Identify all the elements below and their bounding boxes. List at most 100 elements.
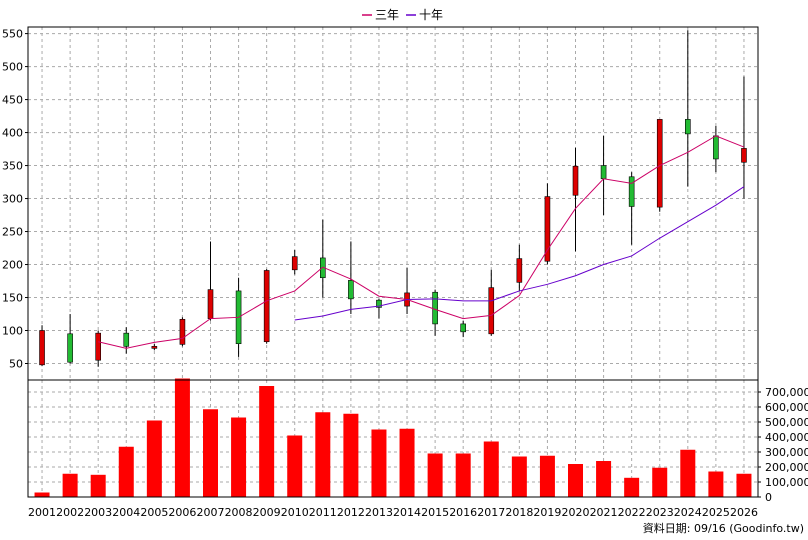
candle-body	[151, 346, 158, 349]
volume-axis: 0 100,000 200,000 300,000 400,000 500,000 600,…	[758, 386, 808, 504]
candle-body	[713, 135, 719, 160]
candle-body	[488, 287, 495, 335]
x-tick-label: 2003	[84, 506, 112, 519]
volume-bar	[624, 477, 640, 497]
volume-bar	[287, 435, 303, 497]
volume-tick-label: 300,000	[765, 446, 808, 459]
candle-body	[432, 291, 438, 325]
volume-bar	[62, 473, 78, 497]
x-tick-label: 2017	[477, 506, 505, 519]
x-tick-label: 2025	[702, 506, 730, 519]
volume-bar	[568, 464, 583, 497]
volume-tick-label: 0	[765, 491, 772, 504]
volume-bar	[231, 417, 247, 497]
x-tick-label: 2019	[533, 506, 561, 519]
candle-body	[460, 323, 466, 333]
volume-panel-frame	[27, 379, 759, 498]
volume-bar	[90, 474, 106, 497]
x-tick-label: 2004	[112, 506, 140, 519]
volume-bar	[736, 473, 752, 497]
candle-body	[516, 258, 523, 283]
price-tick-label: 550	[2, 28, 23, 41]
volume-bars	[34, 378, 752, 497]
volume-bar	[539, 455, 555, 497]
x-tick-label: 2007	[197, 506, 225, 519]
volume-bar	[427, 453, 443, 497]
candle-body	[600, 165, 607, 180]
candle-body	[685, 119, 691, 135]
x-tick-label: 2005	[140, 506, 168, 519]
candle-body	[348, 280, 354, 300]
legend-label-10y: 十年	[419, 8, 443, 22]
legend-label-3y: 三年	[375, 8, 399, 22]
candle-body	[544, 196, 551, 262]
x-tick-label: 2010	[281, 506, 309, 519]
candle-body	[95, 332, 101, 361]
x-tick-label: 2013	[365, 506, 393, 519]
volume-bar	[203, 409, 218, 497]
candle-body	[39, 330, 45, 366]
volume-bar	[399, 428, 415, 497]
volume-tick-label: 600,000	[765, 401, 808, 414]
volume-bar	[511, 456, 527, 497]
x-tick-label: 2006	[168, 506, 196, 519]
x-tick-label: 2018	[505, 506, 533, 519]
ma-3y-line	[98, 135, 745, 349]
volume-bar	[315, 412, 331, 497]
candle-body	[67, 333, 73, 363]
x-tick-label: 2002	[56, 506, 84, 519]
x-tick-label: 2016	[449, 506, 477, 519]
volume-tick-label: 100,000	[765, 476, 808, 489]
volume-bar	[259, 386, 275, 497]
x-tick-label: 2014	[393, 506, 421, 519]
volume-bar	[371, 429, 387, 497]
volume-tick-label: 500,000	[765, 416, 808, 429]
price-tick-label: 50	[9, 358, 23, 371]
x-axis: 2001 2002 2003 2004 2005 2006 2007 2008 2009 2010…	[28, 506, 758, 519]
candle-body	[207, 289, 214, 319]
x-tick-label: 2022	[618, 506, 646, 519]
x-tick-label: 2021	[590, 506, 618, 519]
candle-body	[263, 270, 270, 343]
volume-bar	[118, 446, 134, 497]
volume-bar	[680, 449, 696, 497]
candle-body	[179, 318, 186, 345]
x-tick-label: 2001	[28, 506, 56, 519]
price-tick-label: 500	[2, 61, 23, 74]
price-tick-label: 150	[2, 292, 23, 305]
price-tick-label: 350	[2, 160, 23, 173]
candle-body	[291, 256, 298, 271]
volume-bar	[455, 453, 471, 497]
candle-body	[628, 176, 635, 207]
legend: 三年 十年	[362, 8, 443, 22]
price-tick-label: 250	[2, 226, 23, 239]
x-tick-label: 2020	[562, 506, 590, 519]
x-tick-label: 2008	[225, 506, 253, 519]
x-tick-label: 2011	[309, 506, 337, 519]
price-tick-label: 300	[2, 193, 23, 206]
volume-bar	[483, 441, 499, 497]
volume-tick-label: 400,000	[765, 431, 808, 444]
footer-date: 資料日期: 09/16 (Goodinfo.tw)	[643, 521, 804, 535]
candle-body	[741, 148, 747, 163]
candlesticks	[39, 30, 747, 367]
price-tick-label: 400	[2, 127, 23, 140]
volume-bar	[343, 413, 359, 497]
ma-10y-line	[294, 186, 745, 321]
volume-tick-label: 200,000	[765, 461, 808, 474]
volume-bar	[652, 467, 668, 497]
volume-bar	[34, 492, 50, 497]
price-tick-label: 450	[2, 94, 23, 107]
x-tick-label: 2023	[646, 506, 674, 519]
candle-body	[376, 299, 382, 308]
x-tick-label: 2024	[674, 506, 702, 519]
x-tick-label: 2012	[337, 506, 365, 519]
volume-bar	[708, 471, 724, 497]
price-axis: 50 100 150 200 250 300 350 400 450 500 550	[2, 28, 28, 371]
volume-bar	[146, 420, 162, 497]
candle-body	[656, 119, 663, 208]
volume-bar	[174, 378, 190, 497]
volume-bar	[596, 461, 612, 497]
candle-body	[123, 332, 130, 347]
